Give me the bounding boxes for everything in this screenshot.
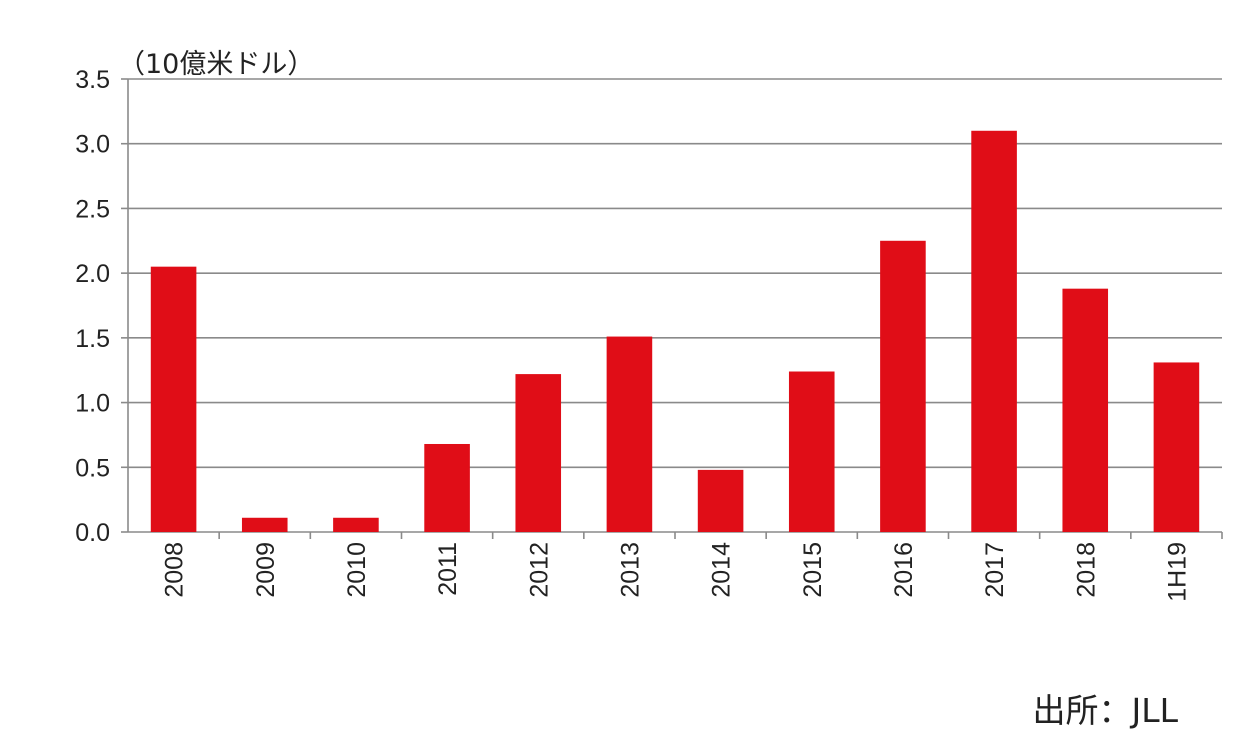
bar-2016 bbox=[880, 240, 926, 533]
x-tick-label: 2014 bbox=[708, 542, 736, 598]
y-tick-label: 1.5 bbox=[75, 325, 110, 353]
y-tick-label: 0.5 bbox=[75, 454, 110, 482]
y-tick-label: 3.0 bbox=[75, 131, 110, 159]
x-tick-label: 2017 bbox=[981, 542, 1009, 598]
x-tick-label: 2008 bbox=[161, 542, 189, 598]
bar-2012 bbox=[515, 374, 562, 532]
bar-2008 bbox=[150, 266, 197, 532]
bar-2015 bbox=[788, 371, 835, 532]
bar-2017 bbox=[971, 130, 1017, 532]
bar-1H19 bbox=[1153, 362, 1200, 532]
bar-2018 bbox=[1062, 288, 1109, 532]
x-tick-label: 2016 bbox=[890, 542, 918, 598]
x-tick-label: 2011 bbox=[434, 542, 462, 596]
x-tick-label: 2013 bbox=[616, 542, 644, 598]
x-tick-label: 1H19 bbox=[1163, 542, 1191, 602]
x-tick-label: 2009 bbox=[252, 542, 280, 598]
y-tick-label: 2.0 bbox=[75, 260, 110, 288]
bar-2009 bbox=[241, 517, 288, 532]
y-tick-label: 1.0 bbox=[75, 390, 110, 418]
x-tick-label: 2015 bbox=[799, 542, 827, 598]
y-tick-label: 3.5 bbox=[75, 66, 110, 94]
y-axis-unit-label: （10億米ドル） bbox=[118, 49, 315, 80]
source-note: 出所：JLL bbox=[1032, 691, 1178, 730]
y-tick-label: 0.0 bbox=[75, 519, 110, 547]
y-tick-label: 2.5 bbox=[75, 195, 110, 223]
bar-2013 bbox=[606, 336, 653, 532]
x-tick-label: 2018 bbox=[1072, 542, 1100, 598]
x-tick-label: 2012 bbox=[525, 542, 553, 598]
bar-2010 bbox=[333, 517, 379, 532]
bar-2011 bbox=[424, 443, 470, 532]
x-tick-label: 2010 bbox=[343, 542, 371, 598]
bar-2014 bbox=[697, 469, 744, 532]
